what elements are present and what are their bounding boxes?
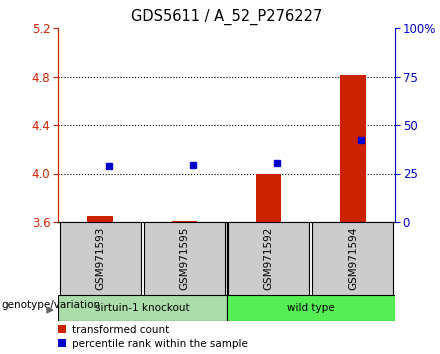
Text: GSM971593: GSM971593 [95, 227, 105, 290]
Bar [144, 222, 225, 295]
Title: GDS5611 / A_52_P276227: GDS5611 / A_52_P276227 [131, 9, 322, 25]
Bar [88, 216, 113, 222]
Bar [227, 295, 395, 321]
Bar [256, 173, 281, 222]
Text: wild type: wild type [287, 303, 334, 313]
Text: sirtuin-1 knockout: sirtuin-1 knockout [95, 303, 190, 313]
Text: GSM971594: GSM971594 [348, 227, 358, 290]
Text: GSM971595: GSM971595 [180, 227, 189, 290]
Bar [340, 75, 366, 222]
Bar [312, 222, 393, 295]
Bar [58, 295, 227, 321]
Text: genotype/variation: genotype/variation [2, 300, 101, 310]
Bar [172, 221, 197, 222]
Bar [228, 222, 309, 295]
Legend: transformed count, percentile rank within the sample: transformed count, percentile rank withi… [58, 325, 247, 349]
Text: GSM971592: GSM971592 [264, 227, 274, 290]
Bar [60, 222, 140, 295]
